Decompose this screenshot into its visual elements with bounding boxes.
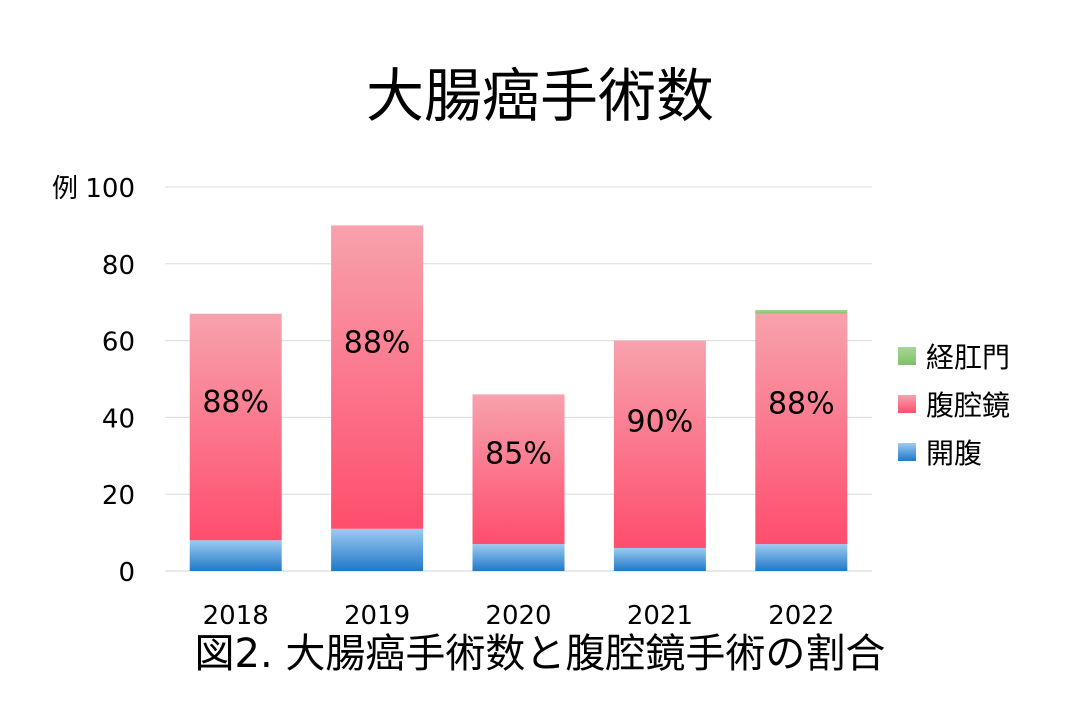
- x-tick-label: 2022: [768, 601, 834, 631]
- x-tick-label: 2020: [485, 601, 551, 631]
- y-axis-unit-label: 例: [52, 174, 78, 204]
- legend-label-open: 開腹: [926, 437, 983, 470]
- bar-laparoscopic-2022: [755, 313, 848, 545]
- bar-open-2020: [472, 544, 565, 571]
- legend-label-transanal: 経肛門: [926, 341, 1011, 374]
- figure-caption: 図2. 大腸癌手術数と腹腔鏡手術の割合: [194, 631, 886, 677]
- bar-laparoscopic-2018: [189, 313, 282, 541]
- legend-swatch-transanal: [898, 347, 916, 365]
- y-tick-label: 20: [102, 481, 135, 511]
- y-tick-label: 80: [102, 251, 135, 281]
- data-label-percent: 90%: [627, 404, 694, 439]
- bar-open-2022: [755, 544, 848, 571]
- chart-title: 大腸癌手術数: [365, 62, 714, 130]
- x-tick-label: 2019: [344, 601, 410, 631]
- y-tick-label: 60: [102, 328, 135, 358]
- y-tick-label: 100: [85, 174, 135, 204]
- bar-laparoscopic-2021: [613, 340, 706, 548]
- legend-item-open: 開腹: [898, 428, 1010, 476]
- data-label-percent: 85%: [485, 436, 552, 471]
- bar-laparoscopic-2019: [331, 225, 424, 529]
- x-tick-label: 2018: [203, 601, 269, 631]
- legend-swatch-laparoscopic: [898, 395, 916, 413]
- bar-open-2018: [189, 540, 282, 571]
- bar-open-2019: [331, 528, 424, 571]
- legend-item-transanal: 経肛門: [898, 332, 1010, 380]
- data-label-percent: 88%: [768, 386, 835, 421]
- legend: 経肛門 腹腔鏡 開腹: [898, 332, 1010, 476]
- legend-swatch-open: [898, 443, 916, 461]
- data-label-percent: 88%: [344, 326, 411, 361]
- y-tick-label: 0: [118, 558, 135, 588]
- bar-open-2021: [613, 547, 706, 571]
- legend-item-laparoscopic: 腹腔鏡: [898, 380, 1010, 428]
- legend-label-laparoscopic: 腹腔鏡: [926, 389, 1011, 422]
- y-tick-label: 40: [102, 404, 135, 434]
- bar-laparoscopic-2020: [472, 394, 565, 545]
- x-tick-label: 2021: [627, 601, 693, 631]
- data-label-percent: 88%: [202, 385, 269, 420]
- bar-transanal-2022: [755, 309, 848, 314]
